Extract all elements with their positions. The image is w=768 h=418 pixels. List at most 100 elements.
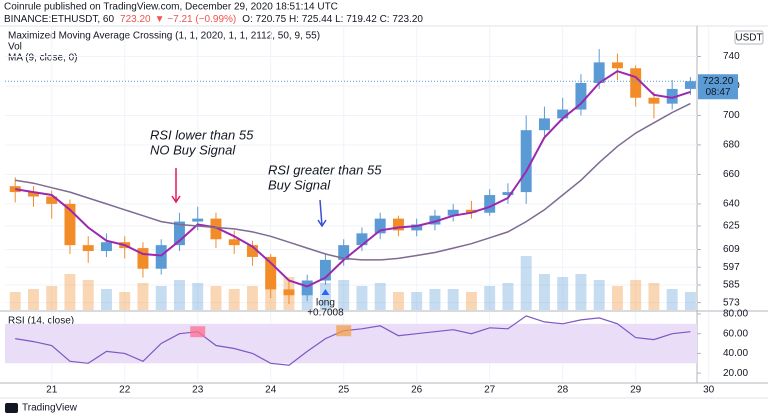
candle-body bbox=[64, 203, 76, 246]
volume-bar bbox=[9, 292, 21, 310]
candle-body bbox=[630, 68, 642, 98]
indicator-label: MA (9, close, 0) bbox=[8, 53, 77, 64]
publisher: Coinrule published on TradingView.com, D… bbox=[4, 2, 338, 13]
volume-bar bbox=[684, 292, 696, 310]
volume-bar bbox=[192, 283, 204, 310]
candle-body bbox=[411, 224, 423, 231]
candle-body bbox=[374, 218, 386, 234]
indicator-label: Maximized Moving Average Crossing (1, 1,… bbox=[8, 31, 320, 42]
volume-bar bbox=[155, 286, 167, 310]
volume-bar bbox=[338, 280, 350, 310]
volume-bar bbox=[502, 283, 514, 310]
candle-body bbox=[301, 280, 313, 296]
candle-body bbox=[593, 62, 605, 84]
x-tick-label: 21 bbox=[46, 385, 58, 396]
volume-bar bbox=[356, 286, 368, 310]
candle-body bbox=[538, 118, 550, 131]
y-tick-label: 609 bbox=[723, 244, 740, 255]
countdown: 08:47 bbox=[705, 87, 730, 98]
candle-body bbox=[447, 209, 459, 216]
x-tick-label: 28 bbox=[557, 385, 569, 396]
y-tick-label: 585 bbox=[723, 280, 740, 291]
y-tick-label: 597 bbox=[723, 262, 740, 273]
candle-body bbox=[46, 196, 58, 204]
volume-bar bbox=[246, 286, 258, 310]
volume-bar bbox=[119, 292, 131, 310]
candle-body bbox=[265, 256, 277, 290]
candle-body bbox=[137, 248, 149, 269]
currency: USDT bbox=[735, 33, 762, 44]
annotation: RSI greater than 55 bbox=[268, 162, 382, 177]
volume-bar bbox=[173, 280, 185, 310]
currency-box bbox=[734, 30, 764, 45]
indicator-label: Vol bbox=[8, 42, 22, 53]
trade-arrow bbox=[321, 288, 330, 295]
trade-label: long bbox=[316, 298, 335, 309]
arrow-head bbox=[171, 195, 181, 204]
y-tick-label: 740 bbox=[723, 51, 740, 62]
volume-bar bbox=[648, 283, 660, 310]
candle-body bbox=[155, 245, 167, 269]
y-tick-label: 660 bbox=[723, 169, 740, 180]
candle-body bbox=[228, 239, 240, 246]
volume-bar bbox=[611, 286, 623, 310]
volume-bar bbox=[46, 286, 58, 310]
x-tick-label: 25 bbox=[338, 385, 350, 396]
volume-bar bbox=[630, 280, 642, 310]
volume-bar bbox=[228, 289, 240, 310]
last-price-label: 723.20 bbox=[703, 76, 734, 87]
annotation-arrow bbox=[319, 199, 323, 227]
rsi-tick-label: 40.00 bbox=[723, 348, 748, 359]
candle-body bbox=[502, 192, 514, 196]
volume-bar bbox=[64, 274, 76, 310]
y-tick-label: 680 bbox=[723, 140, 740, 151]
moving-average bbox=[15, 70, 691, 288]
candle-body bbox=[520, 130, 532, 193]
volume-bar bbox=[210, 286, 222, 310]
candle-body bbox=[429, 215, 441, 225]
rsi-tick-label: 80.00 bbox=[723, 309, 748, 320]
volume-bar bbox=[520, 256, 532, 310]
rsi-highlight bbox=[336, 325, 352, 337]
candle-body bbox=[100, 242, 112, 252]
volume-bar bbox=[82, 280, 94, 310]
volume-bar bbox=[447, 289, 459, 310]
moving-average bbox=[15, 102, 691, 261]
candle-body bbox=[575, 83, 587, 110]
change: ▼ −7.21 (−0.99%) bbox=[155, 14, 237, 25]
candle-body bbox=[648, 97, 660, 104]
volume-bar bbox=[27, 289, 39, 310]
volume-bar bbox=[593, 280, 605, 310]
candle-body bbox=[192, 218, 204, 222]
rsi-highlight bbox=[190, 326, 206, 338]
candle-body bbox=[283, 289, 295, 296]
candle-body bbox=[246, 245, 258, 257]
candle-body bbox=[173, 221, 185, 246]
volume-bar bbox=[538, 274, 550, 310]
y-tick-label: 700 bbox=[723, 110, 740, 121]
candle-body bbox=[465, 209, 477, 213]
x-tick-label: 23 bbox=[192, 385, 204, 396]
rsi-line bbox=[15, 315, 691, 366]
volume-bar bbox=[666, 289, 678, 310]
arrow-head bbox=[317, 219, 327, 228]
volume-bar bbox=[137, 283, 149, 310]
footer-logo: TradingView bbox=[5, 403, 78, 414]
annotation: RSI lower than 55 bbox=[150, 127, 254, 142]
x-tick-label: 29 bbox=[630, 385, 642, 396]
candle-body bbox=[557, 109, 569, 119]
candle-body bbox=[611, 62, 623, 69]
x-tick-label: 27 bbox=[484, 385, 496, 396]
annotation: NO Buy Signal bbox=[150, 142, 236, 157]
candle-body bbox=[27, 192, 39, 197]
candle-body bbox=[82, 245, 94, 252]
volume-bar bbox=[557, 277, 569, 310]
volume-bar bbox=[575, 274, 587, 310]
candle-body bbox=[338, 245, 350, 260]
footer: TradingView bbox=[22, 403, 78, 414]
ohlc: O: 720.75 H: 725.44 L: 719.42 C: 723.20 bbox=[242, 14, 423, 25]
candle-body bbox=[392, 218, 404, 231]
trade-value: +0.7008 bbox=[307, 308, 344, 319]
volume-bar bbox=[100, 289, 112, 310]
